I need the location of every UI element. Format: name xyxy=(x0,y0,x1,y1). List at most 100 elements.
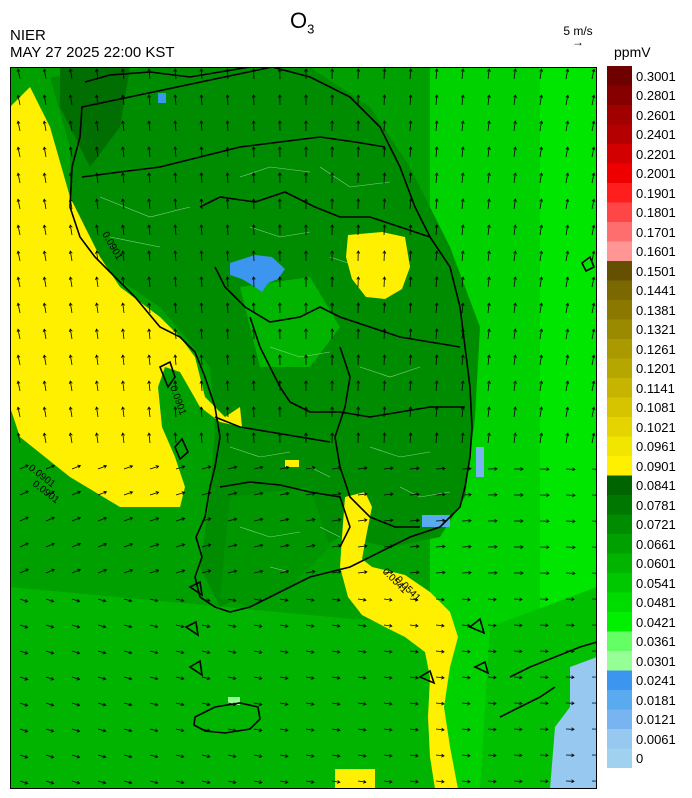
wind-arrow-head xyxy=(591,198,596,203)
wind-arrow xyxy=(175,676,184,680)
wind-arrow xyxy=(591,69,595,80)
wind-arrow xyxy=(43,329,47,340)
wind-arrow xyxy=(19,728,28,732)
wind-arrow xyxy=(539,407,542,418)
wind-arrow xyxy=(149,569,159,574)
wind-arrow-head xyxy=(95,432,99,437)
wind-arrow xyxy=(487,251,490,262)
wind-arrow-head xyxy=(460,68,465,72)
wind-arrow-head xyxy=(207,569,212,574)
wind-arrow xyxy=(17,69,21,80)
wind-arrow-head xyxy=(545,727,549,732)
wind-arrow xyxy=(19,464,29,470)
wind-arrow xyxy=(461,728,471,731)
wind-arrow-head xyxy=(519,675,523,680)
legend-tick-label: 0.1021 xyxy=(636,419,676,435)
wind-arrow-head xyxy=(513,68,517,73)
wind-arrow-head xyxy=(591,94,596,99)
wind-arrow-head xyxy=(285,569,290,574)
wind-arrow-head xyxy=(356,250,361,254)
wind-arrow xyxy=(383,754,392,757)
wind-arrow-head xyxy=(460,94,465,98)
wind-arrow xyxy=(43,407,47,418)
wind-arrow-head xyxy=(416,570,420,575)
wind-arrow-head xyxy=(311,543,316,548)
wind-arrow-head xyxy=(251,354,256,358)
wind-arrow xyxy=(513,277,516,288)
wind-arrow xyxy=(148,173,151,184)
wind-arrow-head xyxy=(154,650,159,655)
wind-arrow-head xyxy=(180,728,185,733)
wind-arrow xyxy=(123,569,133,574)
wind-arrow-head xyxy=(467,701,471,706)
wind-arrow-head xyxy=(258,728,263,732)
wind-arrow-head xyxy=(336,650,341,654)
wind-arrow-head xyxy=(356,68,361,72)
wind-arrow xyxy=(461,251,464,262)
legend-tick-label: 0.0961 xyxy=(636,439,676,455)
wind-arrow xyxy=(174,328,177,340)
chart-title: O3 xyxy=(290,8,314,36)
wind-arrow-head xyxy=(121,68,125,72)
legend-swatch xyxy=(607,553,632,574)
wind-arrow xyxy=(305,493,315,496)
jeju-island xyxy=(193,702,261,734)
wind-arrow xyxy=(383,302,385,314)
wind-arrow xyxy=(43,433,47,444)
wind-arrow-head xyxy=(42,380,47,385)
wind-arrow-head xyxy=(539,94,544,99)
wind-arrow xyxy=(227,650,236,654)
wind-arrow-head xyxy=(147,328,152,332)
wind-arrow-head xyxy=(330,172,335,176)
wind-arrow-head xyxy=(460,224,465,228)
wind-arrow xyxy=(513,355,516,366)
wind-arrow xyxy=(175,624,184,628)
wind-arrow-head xyxy=(487,354,491,358)
wind-arrow-head xyxy=(68,328,73,333)
far-east-field xyxy=(540,67,597,687)
wind-arrow-head xyxy=(277,380,282,384)
wind-arrow-head xyxy=(173,224,178,228)
wind-arrow-head xyxy=(225,276,230,280)
wind-arrow-head xyxy=(155,543,160,547)
wind-arrow-head xyxy=(155,491,160,495)
wind-arrow-head xyxy=(441,753,445,758)
wind-arrow xyxy=(539,69,542,80)
legend-tick-label: 0.2401 xyxy=(636,127,676,143)
wind-arrow-head xyxy=(251,94,256,98)
legend-tick-label: 0.0361 xyxy=(636,634,676,650)
wind-arrow xyxy=(331,467,341,470)
wind-arrow-head xyxy=(121,276,125,280)
wind-arrow xyxy=(17,433,21,444)
wind-arrow xyxy=(331,571,341,574)
wind-arrow-head xyxy=(225,94,230,98)
wind-arrow-head xyxy=(545,779,549,784)
wind-arrow xyxy=(357,650,366,653)
wind-arrow-head xyxy=(42,94,47,99)
wind-arrow xyxy=(513,121,516,132)
wind-arrow-head xyxy=(311,465,316,470)
wind-arrow-head xyxy=(68,172,73,177)
wind-arrow-head xyxy=(25,464,29,468)
wind-arrow xyxy=(174,172,177,184)
wind-arrow xyxy=(409,493,420,496)
wind-arrow-head xyxy=(460,172,465,176)
wind-arrow xyxy=(487,303,490,314)
wind-arrow-head xyxy=(416,466,420,471)
wind-arrow xyxy=(123,780,132,784)
wind-arrow-head xyxy=(390,544,394,549)
wind-arrow-head xyxy=(199,328,204,332)
wind-arrow xyxy=(461,676,471,679)
wind-arrow xyxy=(69,199,73,210)
legend-tick-label: 0.3001 xyxy=(636,68,676,84)
wind-arrow xyxy=(19,516,29,522)
wind-arrow-head xyxy=(68,406,73,411)
wind-arrow-head xyxy=(173,250,178,254)
wind-arrow-head xyxy=(121,328,125,332)
wind-arrow-head xyxy=(251,276,256,280)
wind-arrow-head xyxy=(310,702,315,706)
wind-arrow xyxy=(253,676,262,679)
wind-arrow xyxy=(200,276,203,288)
wind-arrow-head xyxy=(382,172,387,176)
wind-arrow-head xyxy=(42,406,47,411)
